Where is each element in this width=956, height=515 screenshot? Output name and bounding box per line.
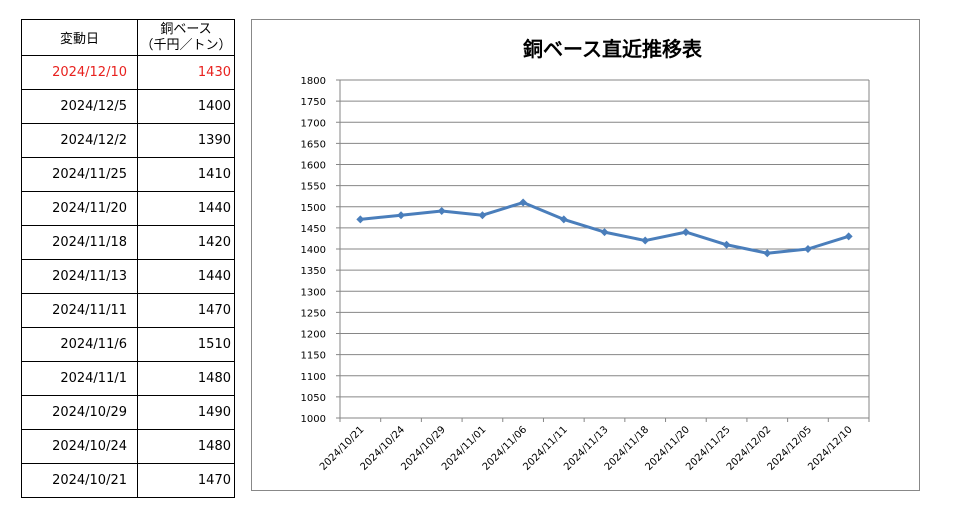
header-price-line1: 銅ベース xyxy=(160,21,212,37)
data-point xyxy=(559,215,568,224)
y-tick-label: 1550 xyxy=(301,182,326,193)
table-row: 2024/10/21 1470 xyxy=(21,463,235,498)
data-point xyxy=(356,215,365,224)
y-tick-label: 1650 xyxy=(301,139,326,150)
chart-area: 銅ベース直近推移表 1000 1050 1100 1150 1200 1250 1300 135… xyxy=(251,19,920,491)
y-tick-label: 1700 xyxy=(301,118,326,129)
row-date: 2024/11/20 xyxy=(21,191,138,226)
row-price: 1440 xyxy=(137,191,235,226)
row-date: 2024/11/13 xyxy=(21,259,138,294)
y-tick-label: 1600 xyxy=(301,161,326,172)
table-row: 2024/11/13 1440 xyxy=(21,259,235,294)
data-point xyxy=(641,236,650,245)
row-date: 2024/12/10 xyxy=(21,55,138,90)
table-row: 2024/11/18 1420 xyxy=(21,225,235,260)
table-row: 2024/11/1 1480 xyxy=(21,361,235,396)
table-row: 2024/12/10 1430 xyxy=(21,55,235,90)
data-point xyxy=(600,228,609,237)
y-tick-label: 1400 xyxy=(301,245,326,256)
row-date: 2024/11/25 xyxy=(21,157,138,192)
row-date: 2024/11/18 xyxy=(21,225,138,260)
data-point xyxy=(397,211,406,220)
table-row: 2024/11/25 1410 xyxy=(21,157,235,192)
y-tick-label: 1000 xyxy=(301,414,326,425)
data-point xyxy=(803,245,812,253)
row-price: 1410 xyxy=(137,157,235,192)
row-date: 2024/10/24 xyxy=(21,429,138,464)
price-table: 変動日 銅ベース （千円／トン） 2024/12/10 1430 2024/12/5… xyxy=(21,19,235,498)
y-tick-label: 1100 xyxy=(301,372,326,383)
chart-title: 銅ベース直近推移表 xyxy=(523,37,703,61)
table-row: 2024/11/11 1470 xyxy=(21,293,235,328)
table-row: 2024/12/2 1390 xyxy=(21,123,235,158)
table-row: 2024/10/29 1490 xyxy=(21,395,235,430)
row-price: 1480 xyxy=(137,361,235,396)
row-price: 1440 xyxy=(137,259,235,294)
y-tick-label: 1050 xyxy=(301,393,326,404)
y-tick-label: 1200 xyxy=(301,330,326,341)
row-price: 1490 xyxy=(137,395,235,430)
row-date: 2024/12/5 xyxy=(21,89,138,124)
row-date: 2024/11/11 xyxy=(21,293,138,328)
row-price: 1470 xyxy=(137,293,235,328)
y-tick-label: 1500 xyxy=(301,203,326,214)
row-price: 1480 xyxy=(137,429,235,464)
row-price: 1400 xyxy=(137,89,235,124)
y-tick-label: 1150 xyxy=(301,351,326,362)
data-point xyxy=(844,232,853,241)
row-date: 2024/10/21 xyxy=(21,463,138,498)
row-date: 2024/12/2 xyxy=(21,123,138,158)
table-body: 2024/12/10 1430 2024/12/5 1400 2024/12/2 1390… xyxy=(21,55,235,498)
row-date: 2024/10/29 xyxy=(21,395,138,430)
data-point xyxy=(478,211,487,220)
y-tick-label: 1300 xyxy=(301,287,326,298)
data-point xyxy=(722,240,731,249)
y-tick-label: 1450 xyxy=(301,224,326,235)
data-point xyxy=(681,228,690,237)
table-row: 2024/10/24 1480 xyxy=(21,429,235,464)
y-tick-label: 1350 xyxy=(301,266,326,277)
data-point xyxy=(519,198,528,207)
y-tick-label: 1750 xyxy=(301,97,326,108)
header-date: 変動日 xyxy=(21,19,138,56)
row-price: 1390 xyxy=(137,123,235,158)
row-date: 2024/11/6 xyxy=(21,327,138,362)
table-row: 2024/12/5 1400 xyxy=(21,89,235,124)
data-point xyxy=(437,206,446,215)
row-price: 1430 xyxy=(137,55,235,90)
data-point xyxy=(763,249,772,258)
table-header-row: 変動日 銅ベース （千円／トン） xyxy=(21,19,235,56)
table-row: 2024/11/20 1440 xyxy=(21,191,235,226)
y-tick-label: 1800 xyxy=(301,76,326,87)
header-price: 銅ベース （千円／トン） xyxy=(137,19,235,56)
table-row: 2024/11/6 1510 xyxy=(21,327,235,362)
row-price: 1470 xyxy=(137,463,235,498)
row-price: 1510 xyxy=(137,327,235,362)
line-chart: 銅ベース直近推移表 1000 1050 1100 1150 1200 1250 1300 135… xyxy=(301,37,870,473)
header-price-line2: （千円／トン） xyxy=(140,37,232,53)
row-price: 1420 xyxy=(137,225,235,260)
y-tick-label: 1250 xyxy=(301,308,326,319)
row-date: 2024/11/1 xyxy=(21,361,138,396)
